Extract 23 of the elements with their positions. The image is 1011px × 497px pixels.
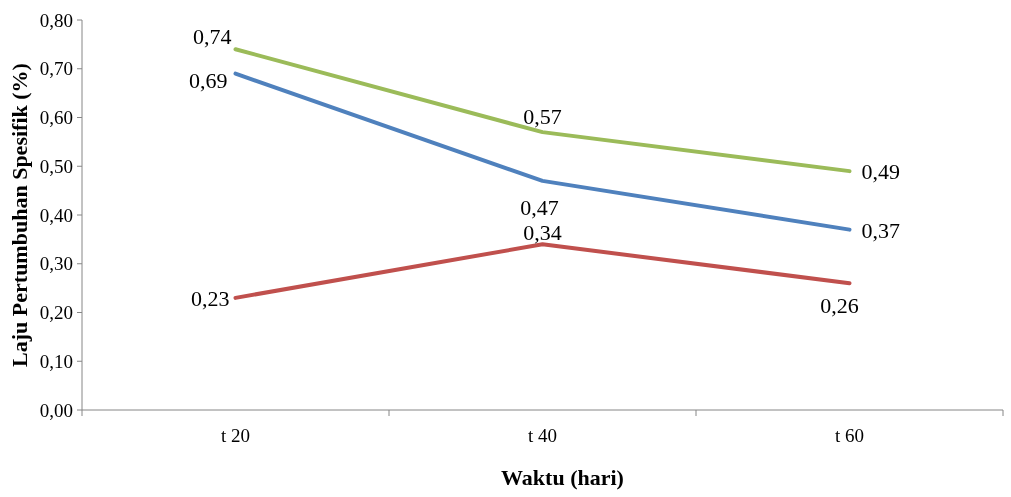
data-label: 0,69 — [189, 67, 228, 93]
x-tick-label: t 40 — [527, 425, 558, 446]
data-label: 0,37 — [861, 217, 900, 243]
y-tick-label: 0,40 — [39, 204, 73, 226]
data-label: 0,26 — [820, 293, 859, 319]
y-tick-label: 0,00 — [39, 399, 73, 421]
y-tick-label: 0,80 — [39, 9, 73, 31]
data-label: 0,47 — [520, 194, 559, 220]
y-axis-title: Laju Pertumbuhan Spesifik (%) — [7, 63, 32, 367]
y-tick-label: 0,60 — [39, 107, 73, 129]
data-label: 0,57 — [523, 104, 562, 130]
x-axis-title: Waktu (hari) — [501, 465, 624, 490]
y-tick-label: 0,10 — [39, 350, 73, 372]
data-label: 0,34 — [523, 220, 562, 246]
y-tick-label: 0,30 — [39, 253, 73, 275]
x-tick-label: t 20 — [220, 425, 251, 446]
y-tick-label: 0,20 — [39, 302, 73, 324]
data-label: 0,49 — [861, 159, 900, 185]
data-label: 0,74 — [193, 24, 232, 50]
y-tick-label: 0,70 — [39, 58, 73, 80]
x-tick-label: t 60 — [834, 425, 865, 446]
data-label: 0,23 — [191, 285, 230, 311]
y-tick-label: 0,50 — [39, 155, 73, 177]
